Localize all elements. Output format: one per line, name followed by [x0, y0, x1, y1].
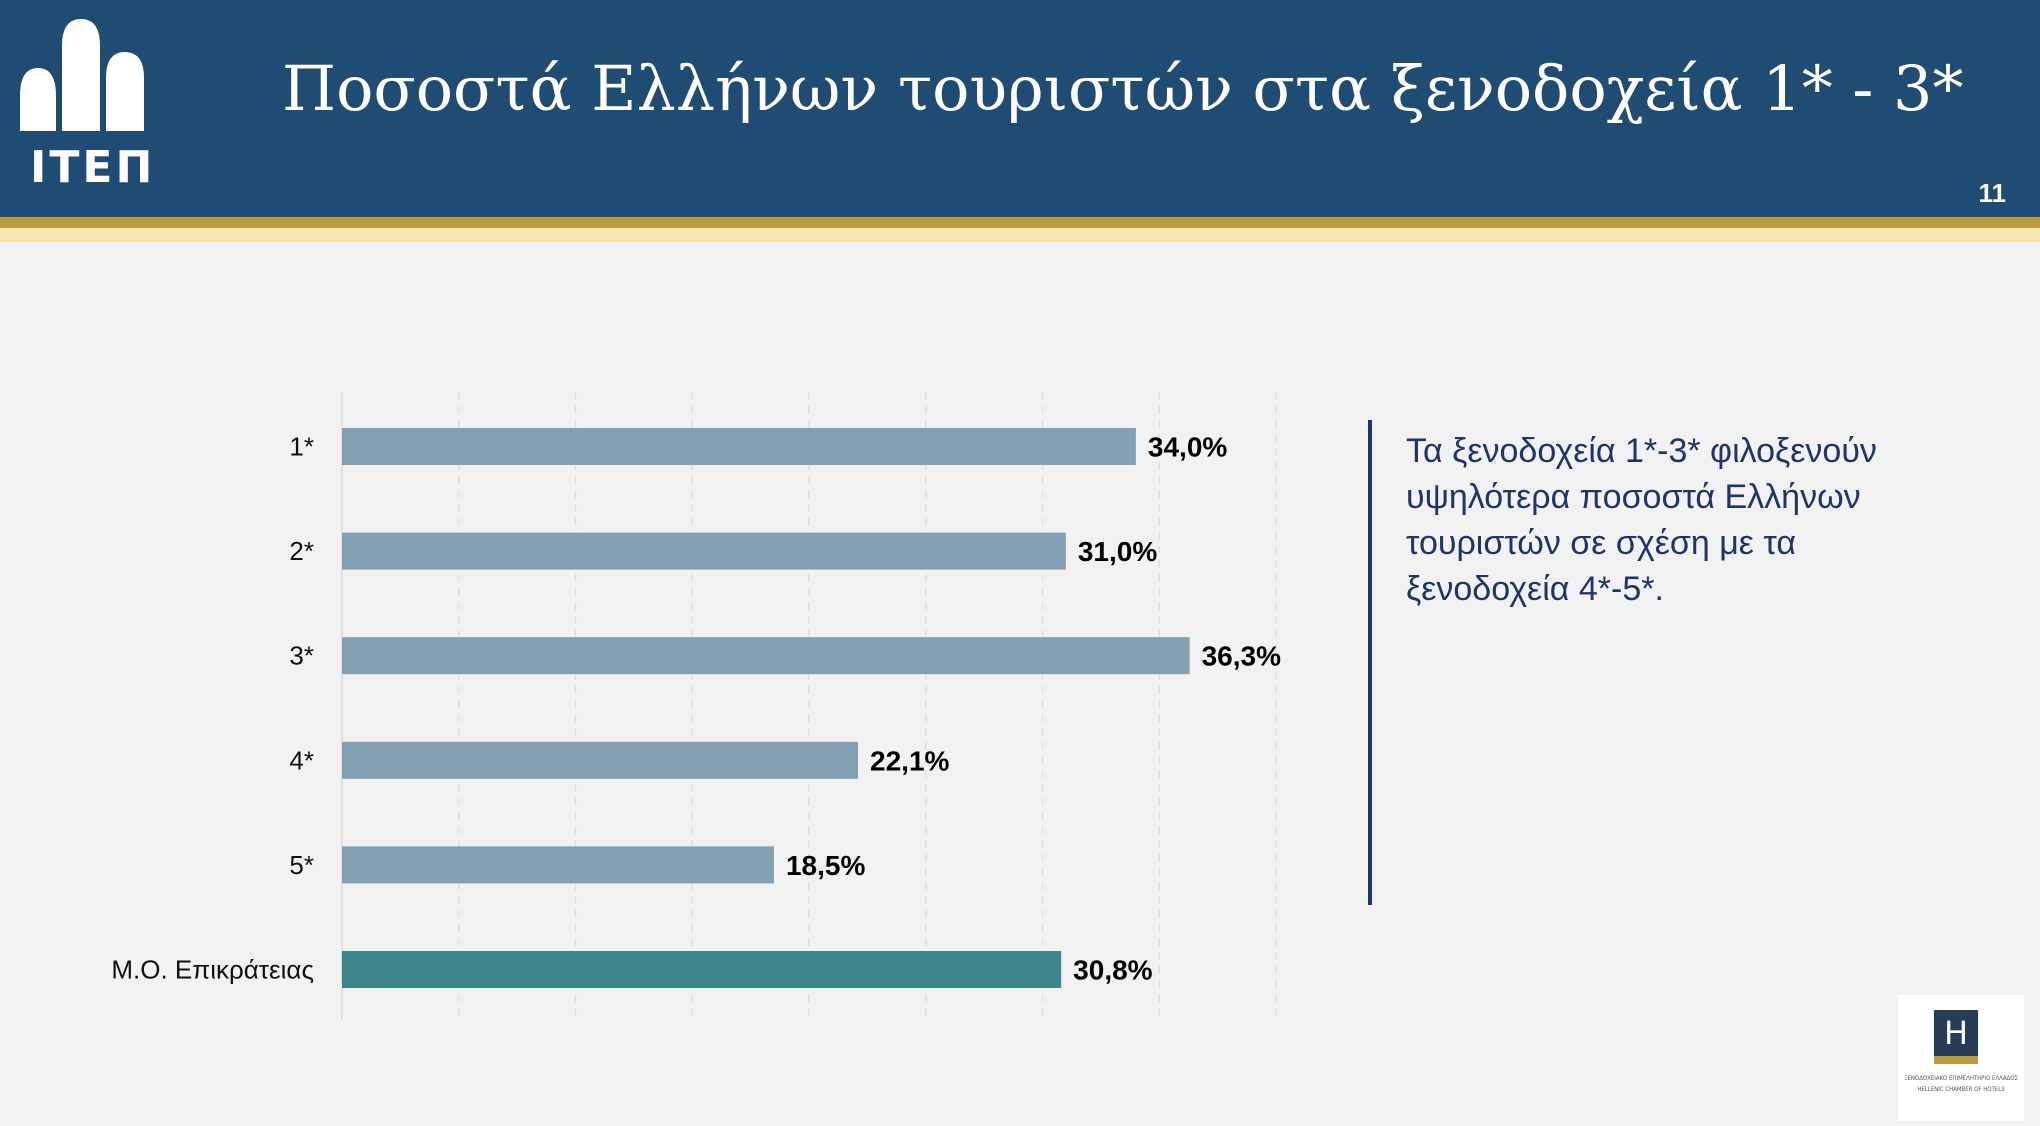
- callout-divider: [1368, 420, 1372, 905]
- category-label: 4*: [289, 745, 314, 775]
- chamber-caption-line-1: ΞΕΝΟΔΟΧΕΙΑΚΟ ΕΠΙΜΕΛΗΤΗΡΙΟ ΕΛΛΑΔΟΣ: [1904, 1075, 2018, 1082]
- chamber-gold-bar: [1934, 1056, 1978, 1064]
- data-label: 36,3%: [1202, 641, 1281, 672]
- bar: [342, 532, 1066, 570]
- data-label: 30,8%: [1073, 955, 1152, 986]
- callout-text: Τα ξενοδοχεία 1*-3* φιλοξενούν υψηλότερα…: [1406, 432, 1877, 608]
- header-light-stripe: [0, 228, 2040, 242]
- header-bar: [0, 0, 2040, 217]
- bar: [342, 846, 774, 884]
- bar: [342, 637, 1190, 675]
- category-label: 2*: [289, 536, 314, 566]
- logo-text: ΙΤΕΠ: [30, 142, 156, 193]
- bar: [342, 741, 859, 779]
- bar: [342, 428, 1136, 465]
- data-label: 34,0%: [1148, 432, 1227, 463]
- page-number: 11: [1978, 178, 2007, 208]
- category-label: 1*: [289, 432, 314, 462]
- page-title: Ποσοστά Ελλήνων τουριστών στα ξενοδοχεία…: [282, 52, 1964, 125]
- data-label: 22,1%: [870, 745, 949, 776]
- bar: [342, 951, 1062, 988]
- chamber-caption-line-2: HELLENIC CHAMBER OF HOTELS: [1917, 1086, 2005, 1093]
- itep-logo-icon: [20, 19, 144, 131]
- data-label: 31,0%: [1078, 536, 1157, 567]
- category-label: Μ.Ο. Επικράτειας: [111, 955, 314, 985]
- chamber-caption: ΞΕΝΟΔΟΧΕΙΑΚΟ ΕΠΙΜΕΛΗΤΗΡΙΟ ΕΛΛΑΔΟΣ HELLEN…: [1902, 1073, 2020, 1095]
- chamber-letter: H: [1934, 1010, 1978, 1056]
- category-label: 5*: [289, 850, 314, 880]
- bar-chart: 1* 34,0% 2* 31,0% 3* 36,3% 4* 22,1% 5* 18,5% Μ.Ο. …: [111, 392, 1281, 1020]
- header-gold-stripe: [0, 217, 2040, 228]
- chamber-of-hotels-logo: H ΞΕΝΟΔΟΧΕΙΑΚΟ ΕΠΙΜΕΛΗΤΗΡΙΟ ΕΛΛΑΔΟΣ HELL…: [1898, 995, 2024, 1121]
- category-label: 3*: [289, 641, 314, 671]
- data-label: 18,5%: [786, 850, 865, 881]
